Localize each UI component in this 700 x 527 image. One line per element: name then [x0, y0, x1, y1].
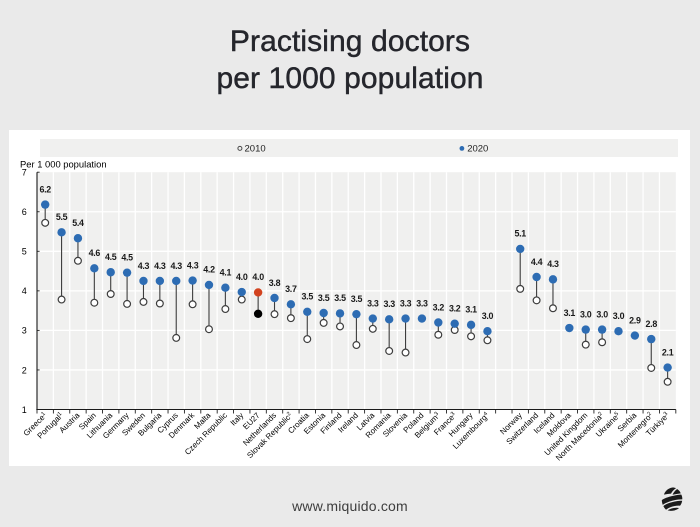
svg-text:4.3: 4.3: [138, 261, 150, 271]
svg-text:3.5: 3.5: [351, 294, 363, 304]
svg-text:3.7: 3.7: [285, 284, 297, 294]
svg-text:4.3: 4.3: [187, 260, 199, 270]
svg-text:3.5: 3.5: [334, 293, 346, 303]
svg-text:3.1: 3.1: [564, 308, 576, 318]
svg-text:4.1: 4.1: [220, 267, 232, 277]
svg-text:3.0: 3.0: [596, 309, 608, 319]
svg-text:3.5: 3.5: [302, 292, 314, 302]
svg-text:4.2: 4.2: [203, 265, 215, 275]
svg-text:6: 6: [22, 207, 27, 217]
svg-text:1: 1: [22, 405, 27, 415]
svg-text:2: 2: [22, 365, 27, 375]
svg-text:5.1: 5.1: [514, 229, 526, 239]
svg-text:3.0: 3.0: [580, 309, 592, 319]
svg-text:2010: 2010: [245, 144, 266, 155]
svg-text:3.2: 3.2: [433, 302, 445, 312]
svg-text:4.3: 4.3: [547, 259, 559, 269]
svg-text:2.1: 2.1: [662, 347, 674, 357]
svg-text:3.0: 3.0: [613, 311, 625, 321]
svg-text:4.5: 4.5: [105, 252, 117, 262]
svg-text:5: 5: [22, 247, 27, 257]
svg-text:4.4: 4.4: [531, 257, 543, 267]
svg-text:4: 4: [22, 286, 27, 296]
svg-text:5.4: 5.4: [72, 218, 84, 228]
svg-text:3.3: 3.3: [400, 298, 412, 308]
svg-text:3.3: 3.3: [383, 299, 395, 309]
svg-text:7: 7: [22, 168, 27, 178]
svg-text:3.8: 3.8: [269, 278, 281, 288]
svg-text:3.3: 3.3: [416, 298, 428, 308]
svg-text:Per 1 000 population: Per 1 000 population: [20, 159, 107, 170]
svg-text:3.2: 3.2: [449, 303, 461, 313]
svg-text:2.9: 2.9: [629, 315, 641, 325]
svg-text:5.5: 5.5: [56, 212, 68, 222]
svg-text:3.3: 3.3: [367, 298, 379, 308]
svg-text:3.5: 3.5: [318, 293, 330, 303]
svg-text:3.0: 3.0: [482, 311, 494, 321]
svg-text:4.6: 4.6: [89, 248, 101, 258]
svg-text:4.0: 4.0: [252, 272, 264, 282]
svg-text:2.8: 2.8: [646, 319, 658, 329]
svg-text:3: 3: [22, 326, 27, 336]
svg-text:6.2: 6.2: [39, 184, 51, 194]
svg-text:4.3: 4.3: [154, 261, 166, 271]
svg-text:4.0: 4.0: [236, 272, 248, 282]
svg-text:3.1: 3.1: [465, 305, 477, 315]
svg-text:4.3: 4.3: [171, 261, 183, 271]
svg-text:2020: 2020: [467, 144, 488, 155]
svg-text:4.5: 4.5: [121, 252, 133, 262]
